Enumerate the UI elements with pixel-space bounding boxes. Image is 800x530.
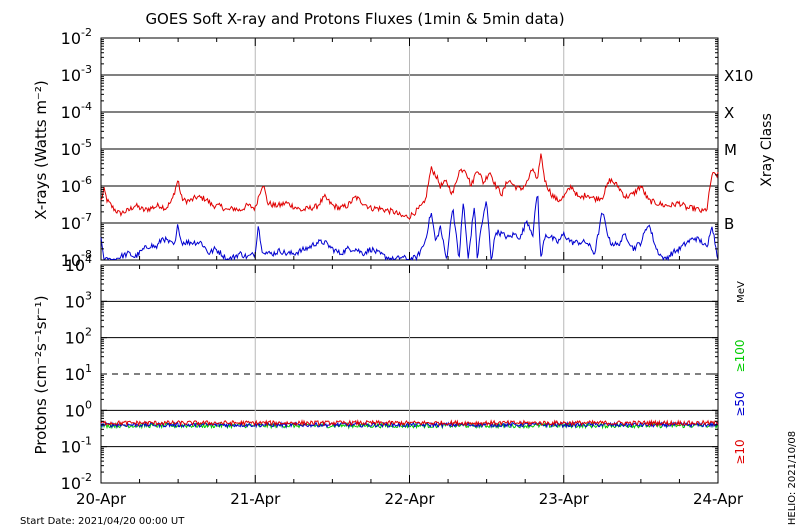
energy-channel-label: ≥100 [733, 340, 747, 373]
x-tick-label: 21-Apr [230, 490, 281, 508]
xray-class-label: X10 [724, 67, 753, 85]
proton-y-tick-label: 10-1 [61, 435, 92, 457]
xray-flux-series [100, 153, 719, 221]
xray-class-label: X [724, 104, 734, 122]
x-tick-label: 22-Apr [384, 490, 435, 508]
proton-y-axis-label: Protons (cm⁻²s⁻¹sr⁻¹) [32, 295, 50, 454]
xray-y-tick-label: 10-3 [61, 63, 92, 85]
xray-class-label: C [724, 178, 734, 196]
proton-y-tick-label: 100 [65, 398, 92, 420]
proton-flux-series [100, 421, 719, 430]
energy-channel-label: ≥10 [733, 439, 747, 464]
xray-y-tick-label: 10-7 [61, 211, 92, 233]
proton-y-tick-label: 101 [65, 362, 92, 384]
xray-y-axis-label: X-rays (Watts m⁻²) [32, 80, 50, 219]
xray-y-tick-label: 10-8 [61, 248, 92, 270]
x-tick-label: 23-Apr [539, 490, 590, 508]
energy-unit-label: MeV [736, 281, 747, 303]
credit-label: HELIO: 2021/10/08 [787, 431, 798, 525]
start-date-label: Start Date: 2021/04/20 00:00 UT [20, 516, 185, 527]
proton-y-tick-label: 104 [65, 253, 92, 275]
xray-y-tick-label: 10-6 [61, 174, 92, 196]
xray-y-tick-label: 10-4 [61, 100, 92, 122]
xray-y-tick-label: 10-2 [61, 26, 92, 48]
xray-class-label: B [724, 215, 734, 233]
chart-title: GOES Soft X-ray and Protons Fluxes (1min… [145, 10, 564, 28]
xray-y-tick-label: 10-5 [61, 137, 92, 159]
proton-y-tick-label: 103 [65, 289, 92, 311]
proton-flux-series [100, 418, 719, 427]
proton-panel: 10-2 10-1 100 101 102 103 104 ≥100 ≥50 ≥10 Proto… [32, 253, 747, 493]
xray-class-axis-label: Xray Class [759, 113, 775, 187]
proton-y-tick-label: 102 [65, 326, 92, 348]
xray-panel: 10-8 10-7 10-6 10-5 10-4 10-3 10-2 B C M X X10 X-r… [32, 26, 775, 270]
proton-y-tick-label: 10-2 [61, 471, 92, 493]
x-tick-label: 20-Apr [76, 490, 127, 508]
x-tick-label: 24-Apr [693, 490, 744, 508]
xray-class-label: M [724, 141, 737, 159]
energy-channel-label: ≥50 [733, 391, 747, 416]
